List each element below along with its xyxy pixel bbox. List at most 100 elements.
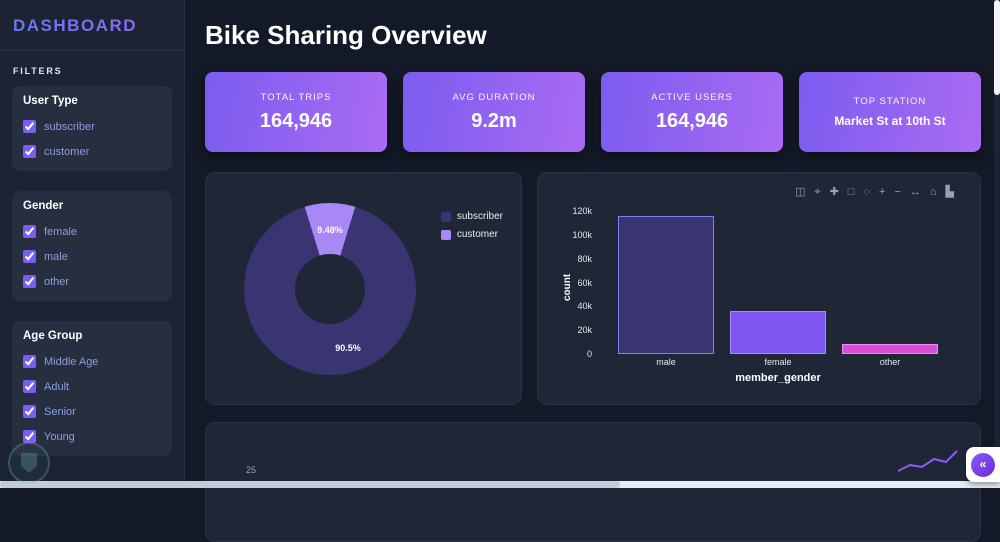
horizontal-scrollbar-thumb[interactable] [0,481,620,488]
legend-label: subscriber [456,211,503,222]
filter-option-senior[interactable]: Senior [23,399,161,424]
bar-male[interactable] [618,215,714,354]
camera-icon[interactable]: ◫ [794,186,806,198]
y-axis: 0 20k 40k 60k 80k 100k 120k [550,206,596,359]
collapse-sidebar-button[interactable]: « [966,447,1000,482]
x-tick-labels: male female other [602,357,954,367]
y-tick: 40k [577,301,592,312]
donut-chart[interactable] [244,203,416,375]
pie-chart-panel: 9.48% 90.5% subscriber customer [205,172,522,405]
plotly-logo-icon[interactable]: ▙ [945,186,954,198]
shield-icon [21,453,37,473]
filter-option-subscriber[interactable]: subscriber [23,114,161,139]
filter-option-label: Senior [44,405,76,418]
sparkline [898,450,958,472]
filters-heading: FILTERS [13,66,63,76]
kpi-value: 164,946 [259,109,333,132]
kpi-value: 164,946 [655,109,729,132]
y-tick: 100k [572,229,592,240]
y-tick: 80k [577,253,592,264]
kpi-label: TOTAL TRIPS [260,91,332,103]
legend-swatch-subscriber [440,211,451,222]
zoom-out-icon[interactable]: − [894,186,901,198]
sidebar: DASHBOARD FILTERS User Type subscriber cu… [0,0,185,488]
checkbox[interactable] [23,250,36,263]
autoscale-icon[interactable]: ↔ [909,186,921,198]
y-tick: 0 [586,349,592,359]
checkbox[interactable] [23,355,36,368]
reset-axes-icon[interactable]: ⌂ [929,186,937,198]
filter-option-label: customer [44,145,90,158]
horizontal-scrollbar[interactable] [0,481,1000,488]
checkbox[interactable] [23,430,36,443]
x-tick: male [656,357,676,367]
kpi-card-active-users: ACTIVE USERS 164,946 [601,72,783,152]
filter-group-title: User Type [23,95,78,107]
kpi-card-top-station: TOP STATION Market St at 10th St [799,72,981,152]
plotly-modebar: ◫ ⌖ ✚ □ ◌ + − ↔ ⌂ ▙ [795,186,954,198]
filter-option-label: male [44,250,68,263]
pie-label-customer: 9.48% [317,225,343,235]
kpi-label: AVG DURATION [452,91,536,103]
pie-label-subscriber: 90.5% [335,343,361,353]
bar-female[interactable] [730,311,826,354]
filter-group-user-type: User Type subscriber customer [12,86,172,171]
filter-group-title: Age Group [23,330,83,342]
checkbox[interactable] [23,380,36,393]
checkbox[interactable] [23,405,36,418]
filter-option-label: other [44,275,70,288]
y-axis-label: count [562,273,573,301]
app-title: DASHBOARD [0,0,184,51]
legend-item-subscriber[interactable]: subscriber [440,211,503,222]
y-tick: 20k [577,325,592,336]
filter-group-gender: Gender female male other [12,191,172,301]
checkbox[interactable] [23,145,36,158]
checkbox[interactable] [23,225,36,238]
zoom-icon[interactable]: ⌖ [814,186,821,198]
filter-option-label: Middle Age [44,355,99,368]
vertical-scrollbar-thumb[interactable] [994,0,1000,95]
filter-option-female[interactable]: female [23,219,161,244]
legend-swatch-customer [440,229,451,240]
checkbox[interactable] [23,275,36,288]
kpi-card-total-trips: TOTAL TRIPS 164,946 [205,72,387,152]
filter-option-label: Adult [44,380,70,393]
kpi-value: Market St at 10th St [834,114,946,128]
kpi-label: TOP STATION [853,96,927,107]
x-tick: other [879,357,901,367]
filter-option-young[interactable]: Young [23,424,161,449]
filter-option-adult[interactable]: Adult [23,374,161,399]
pan-icon[interactable]: ✚ [829,186,839,198]
logo [8,442,50,484]
y-tick: 120k [572,206,592,216]
filter-option-label: Young [44,430,75,443]
page-title: Bike Sharing Overview [205,20,487,50]
filter-option-label: female [44,225,78,238]
bar-chart-panel: ◫ ⌖ ✚ □ ◌ + − ↔ ⌂ ▙ 0 20k 40k 60k 80k 100k 120k count m… [537,172,981,405]
filter-option-other[interactable]: other [23,269,161,294]
x-tick: female [764,357,792,367]
vertical-scrollbar[interactable] [994,0,1000,488]
y-tick: 60k [577,277,592,288]
kpi-card-avg-duration: AVG DURATION 9.2m [403,72,585,152]
checkbox[interactable] [23,120,36,133]
kpi-label: ACTIVE USERS [651,91,733,103]
bar-plot-area [602,211,954,354]
bottom-chart-tick: 25 [246,465,257,475]
legend-item-customer[interactable]: customer [440,229,503,240]
filter-option-label: subscriber [44,120,95,133]
pie-legend: subscriber customer [440,211,503,240]
zoom-in-icon[interactable]: + [879,186,886,198]
filter-option-middle-age[interactable]: Middle Age [23,349,161,374]
filter-option-customer[interactable]: customer [23,139,161,164]
x-axis-label: member_gender [735,372,821,384]
box-select-icon[interactable]: □ [847,186,855,198]
lasso-icon[interactable]: ◌ [863,186,870,198]
kpi-value: 9.2m [471,109,517,132]
legend-label: customer [456,229,498,240]
filter-group-age-group: Age Group Middle Age Adult Senior Young [12,321,172,456]
filter-group-title: Gender [23,200,64,212]
filter-option-male[interactable]: male [23,244,161,269]
bar-other[interactable] [842,344,938,354]
chevron-double-left-icon: « [971,452,995,477]
